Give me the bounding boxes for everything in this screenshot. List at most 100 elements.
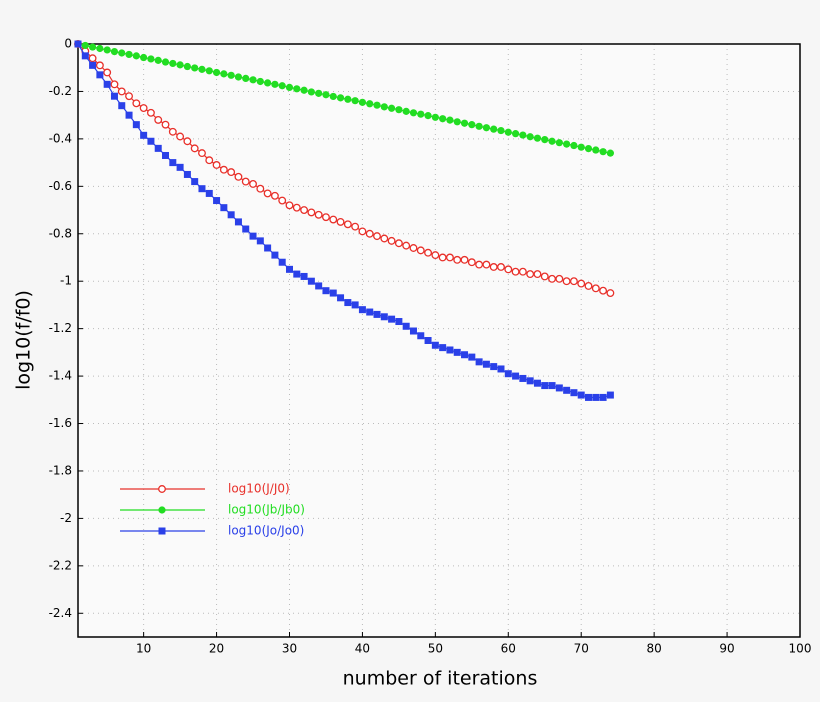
- marker: [118, 102, 126, 110]
- marker: [220, 204, 228, 212]
- marker: [132, 121, 140, 129]
- marker: [183, 62, 191, 71]
- marker: [329, 92, 337, 101]
- marker: [438, 253, 447, 262]
- marker: [249, 179, 257, 188]
- marker: [402, 322, 410, 330]
- marker: [489, 263, 498, 271]
- marker: [329, 215, 338, 224]
- marker: [191, 178, 199, 186]
- marker: [431, 251, 440, 260]
- marker: [402, 107, 410, 115]
- marker: [460, 119, 469, 127]
- marker: [461, 351, 469, 359]
- marker: [264, 244, 272, 252]
- x-tick-label: 90: [719, 642, 734, 656]
- marker: [161, 58, 170, 66]
- marker: [300, 86, 308, 94]
- x-tick-label: 50: [428, 642, 443, 656]
- marker: [198, 149, 206, 158]
- marker: [314, 210, 323, 219]
- marker: [365, 229, 374, 238]
- marker: [96, 44, 104, 53]
- marker: [176, 132, 185, 141]
- marker: [394, 239, 403, 248]
- marker: [125, 50, 133, 59]
- marker: [132, 99, 141, 108]
- marker: [409, 327, 417, 335]
- marker: [482, 360, 490, 368]
- marker: [234, 73, 243, 81]
- marker: [227, 168, 236, 177]
- marker: [95, 61, 104, 70]
- marker: [292, 203, 301, 212]
- marker: [125, 92, 134, 101]
- plot-frame: [77, 43, 801, 638]
- marker: [424, 337, 432, 344]
- marker: [548, 382, 556, 390]
- marker: [526, 377, 534, 385]
- marker: [74, 40, 82, 48]
- marker: [285, 265, 293, 273]
- marker: [585, 393, 593, 401]
- marker: [322, 91, 330, 99]
- marker: [562, 277, 571, 286]
- marker: [212, 68, 221, 77]
- marker: [249, 232, 257, 240]
- marker: [555, 139, 563, 147]
- marker: [519, 131, 527, 139]
- legend-label: log10(Jb/Jb0): [228, 503, 305, 517]
- marker: [380, 234, 389, 243]
- x-axis-label: number of iterations: [343, 668, 538, 690]
- y-tick-label: -0.4: [49, 131, 72, 145]
- marker: [431, 113, 439, 121]
- marker: [467, 258, 476, 267]
- marker: [358, 306, 366, 314]
- marker: [373, 101, 381, 109]
- marker: [468, 353, 476, 361]
- marker: [88, 43, 97, 51]
- marker: [526, 133, 534, 141]
- marker: [388, 315, 396, 323]
- marker: [191, 64, 199, 72]
- marker: [351, 301, 359, 309]
- y-tick-label: -1.4: [49, 369, 72, 383]
- marker: [147, 137, 155, 145]
- marker: [417, 110, 425, 118]
- marker: [373, 232, 381, 241]
- marker: [198, 65, 206, 73]
- marker: [278, 258, 286, 266]
- marker: [132, 52, 140, 60]
- marker: [351, 222, 360, 231]
- marker: [439, 344, 447, 352]
- y-tick-label: -2.4: [49, 606, 72, 620]
- marker: [570, 141, 578, 150]
- marker: [198, 185, 206, 193]
- marker: [475, 260, 484, 269]
- marker: [344, 95, 352, 103]
- marker: [592, 393, 600, 401]
- marker: [241, 177, 250, 186]
- legend-label: log10(Jo/Jo0): [228, 524, 304, 538]
- marker: [518, 267, 527, 276]
- marker: [256, 184, 265, 193]
- marker: [439, 115, 447, 123]
- marker: [482, 260, 491, 269]
- marker: [168, 127, 177, 136]
- marker: [533, 270, 542, 279]
- marker: [577, 391, 585, 399]
- marker: [446, 346, 454, 354]
- marker: [380, 313, 388, 321]
- marker: [183, 170, 191, 178]
- marker: [416, 246, 425, 255]
- marker: [234, 172, 243, 181]
- marker: [315, 89, 323, 97]
- marker: [81, 52, 89, 60]
- marker: [511, 130, 520, 138]
- marker: [475, 358, 483, 366]
- marker: [285, 201, 294, 210]
- y-tick-label: 0: [64, 37, 72, 51]
- y-tick-label: -0.2: [49, 84, 72, 98]
- marker: [570, 389, 578, 397]
- marker: [213, 197, 221, 205]
